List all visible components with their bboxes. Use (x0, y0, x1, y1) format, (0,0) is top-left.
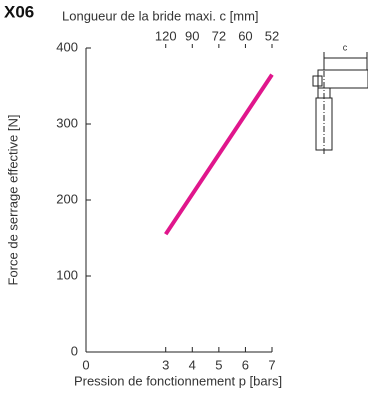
x2-tick-label: 52 (265, 28, 279, 43)
clamp-diagram (312, 52, 368, 155)
x2-tick-label: 60 (238, 28, 252, 43)
y-axis-label: Force de serrage effective [N] (5, 114, 20, 285)
x-tick-label: 4 (189, 357, 196, 372)
x2-tick-label: 120 (155, 28, 177, 43)
x-tick-label: 7 (268, 357, 275, 372)
y-tick-label: 0 (71, 343, 78, 358)
x2-tick-label: 72 (212, 28, 226, 43)
x-axis-label: Pression de fonctionnement p [bars] (74, 373, 282, 388)
y-tick-label: 100 (56, 267, 78, 282)
y-tick-label: 300 (56, 115, 78, 130)
y-tick-label: 400 (56, 39, 78, 54)
chart-title: X06 (4, 2, 34, 21)
x-tick-label: 5 (215, 357, 222, 372)
y-tick-label: 200 (56, 191, 78, 206)
x-tick-label: 6 (242, 357, 249, 372)
diagram-label: c (343, 42, 348, 52)
x2-axis-label: Longueur de la bride maxi. c [mm] (62, 8, 259, 23)
x-tick-label: 3 (162, 357, 169, 372)
x-tick-label: 0 (82, 357, 89, 372)
data-line (164, 73, 274, 236)
x2-tick-label: 90 (185, 28, 199, 43)
